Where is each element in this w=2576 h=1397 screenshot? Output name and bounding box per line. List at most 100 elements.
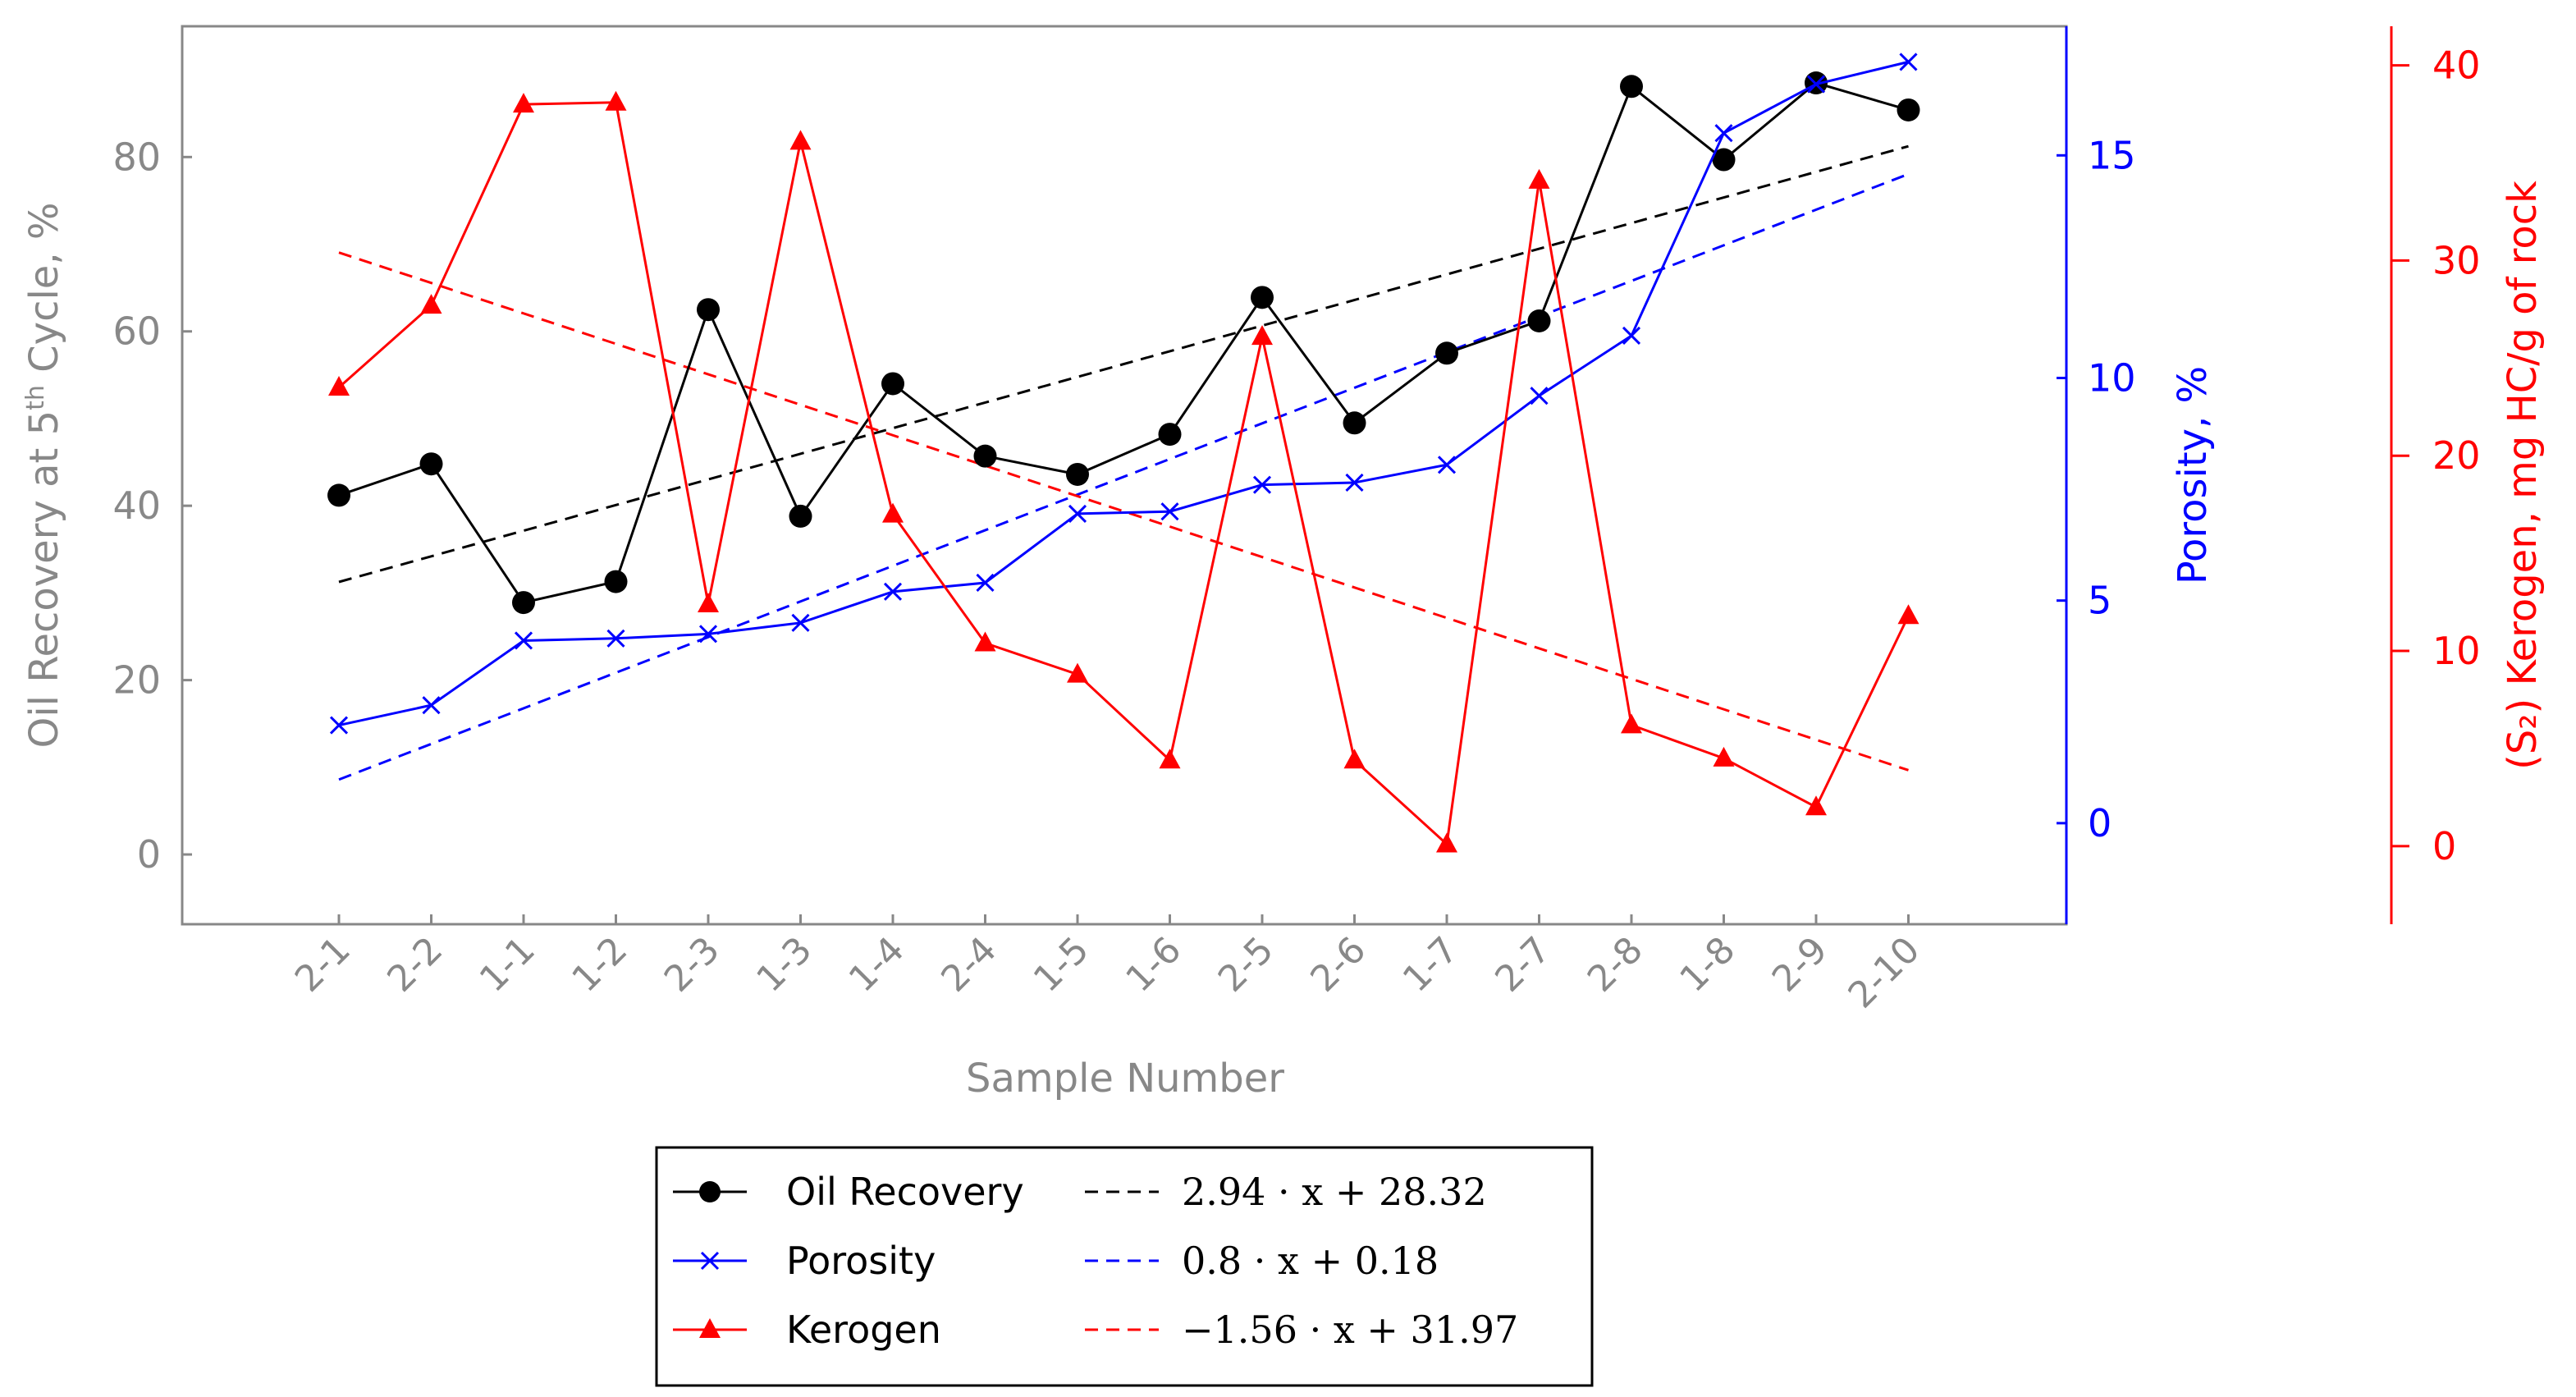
x-tick-label: 2-2: [379, 929, 451, 1001]
porosity-point: [976, 573, 995, 593]
porosity-point: [1068, 504, 1087, 523]
kerogen-point: [698, 592, 719, 612]
kerogen-point: [513, 93, 534, 113]
oil-recovery-point: [881, 372, 904, 396]
oil-recovery-line: [338, 81, 1909, 604]
x-tick-label: 2-5: [1210, 929, 1282, 1001]
oil-recovery-point: [1897, 98, 1920, 121]
legend-porosity-trend-label: 0.8 · x + 0.18: [1182, 1239, 1439, 1283]
porosity-point: [1437, 456, 1457, 474]
x-tick-label: 2-6: [1302, 929, 1374, 1001]
kerogen-point: [1805, 795, 1827, 816]
porosity-point: [1345, 473, 1364, 492]
left-axis-title: Oil Recovery at 5th Cycle, %: [21, 203, 68, 749]
x-tick-label: 2-7: [1487, 929, 1558, 1001]
porosity-point: [606, 629, 625, 648]
left-y-tick-label: 60: [112, 309, 161, 354]
oil-recovery-point: [1620, 75, 1643, 98]
trendline-porosity: [338, 172, 1910, 781]
oil-recovery-point: [419, 452, 443, 476]
x-tick-label: 1-1: [472, 929, 543, 1001]
kerogen-point: [1713, 746, 1735, 767]
oil-recovery-point: [1066, 462, 1089, 486]
porosity-point: [1714, 124, 1733, 143]
porosity-point: [883, 582, 903, 601]
kerogen-y-tick-label: 0: [2432, 824, 2456, 868]
x-tick-label: 2-10: [1841, 929, 1929, 1017]
porosity-point: [1899, 53, 1918, 71]
kerogen-point: [882, 502, 904, 523]
kerogen-point: [1159, 749, 1181, 769]
kerogen-y-tick-label: 20: [2432, 433, 2481, 478]
x-tick-label: 1-7: [1395, 929, 1466, 1001]
x-tick-label: 2-8: [1580, 929, 1651, 1001]
porosity-line: [338, 60, 1909, 727]
legend-kerogen-label: Kerogen: [786, 1308, 941, 1352]
series-group: [327, 53, 1920, 853]
oil-recovery-point: [973, 444, 997, 468]
oil-recovery-point: [1712, 148, 1736, 172]
oil-recovery-point: [1527, 309, 1551, 333]
oil-recovery-point: [512, 591, 535, 615]
oil-recovery-point: [697, 298, 720, 322]
kerogen-point: [1528, 168, 1550, 189]
trendline-kerogen: [338, 251, 1909, 772]
kerogen-point: [1436, 832, 1457, 853]
oil-recovery-point: [1435, 341, 1458, 365]
x-tick-label: 1-6: [1118, 929, 1189, 1001]
kerogen-point: [1897, 604, 1919, 625]
porosity-point: [1530, 387, 1549, 405]
x-tick-label: 2-4: [933, 929, 1004, 1001]
legend-box: [655, 1146, 1594, 1387]
porosity-point: [1252, 475, 1272, 494]
legend-porosity-marker: [700, 1251, 720, 1271]
legend: Oil Recovery 2.94 · x + 28.32 Porosity 0…: [655, 1146, 1594, 1387]
x-tick-label: 1-2: [564, 929, 635, 1001]
kerogen-line: [338, 101, 1910, 847]
kerogen-y-tick-label: 30: [2432, 238, 2481, 282]
x-tick-label: 1-3: [748, 929, 820, 1001]
porosity-y-tick-label: 0: [2088, 801, 2112, 845]
legend-oil-trend-label: 2.94 · x + 28.32: [1182, 1170, 1487, 1214]
x-tick-label: 1-4: [841, 929, 913, 1001]
left-y-tick-label: 0: [137, 832, 161, 877]
x-tick-label: 2-3: [657, 929, 728, 1001]
porosity-y-tick-label: 5: [2088, 579, 2112, 623]
left-y-tick-label: 40: [112, 483, 161, 528]
oil-recovery-point: [1251, 286, 1274, 309]
x-tick-label: 2-9: [1764, 929, 1836, 1001]
porosity-point: [422, 696, 441, 715]
kerogen-point: [1067, 662, 1088, 683]
trendlines: [338, 144, 1910, 781]
legend-kerogen-marker: [699, 1318, 721, 1338]
kerogen-point: [420, 294, 442, 314]
x-tick-label: 2-1: [287, 929, 359, 1001]
legend-oil-marker: [699, 1181, 721, 1202]
legend-kerogen-trend-label: −1.56 · x + 31.97: [1182, 1308, 1518, 1352]
kerogen-point: [974, 631, 996, 652]
porosity-point: [514, 631, 533, 650]
kerogen-point: [1251, 325, 1273, 346]
right-porosity-axis-title: Porosity, %: [2170, 366, 2216, 584]
right-kerogen-axis-title: (S₂) Kerogen, mg HC/g of rock: [2500, 181, 2546, 770]
porosity-point: [791, 613, 810, 632]
left-y-tick-label: 20: [112, 658, 161, 703]
y-axis-ticks: 0 20 40 60 80 0 5 10 15 0 10 20 30 40: [112, 44, 2480, 877]
kerogen-point: [1343, 749, 1366, 769]
oil-recovery-point: [327, 483, 350, 507]
kerogen-point: [328, 375, 350, 396]
porosity-y-tick-label: 15: [2088, 133, 2136, 177]
porosity-point: [1160, 502, 1179, 521]
legend-porosity-label: Porosity: [786, 1239, 936, 1283]
kerogen-point: [1621, 713, 1642, 734]
oil-recovery-point: [604, 570, 628, 593]
oil-recovery-point: [1343, 411, 1366, 435]
porosity-point: [698, 625, 718, 644]
porosity-point: [1622, 326, 1641, 346]
kerogen-y-tick-label: 10: [2432, 629, 2481, 673]
porosity-y-tick-label: 10: [2088, 355, 2136, 400]
porosity-point: [1806, 75, 1826, 94]
kerogen-point: [789, 130, 812, 150]
oil-recovery-point: [1158, 423, 1182, 447]
x-tick-label: 1-5: [1026, 929, 1097, 1001]
